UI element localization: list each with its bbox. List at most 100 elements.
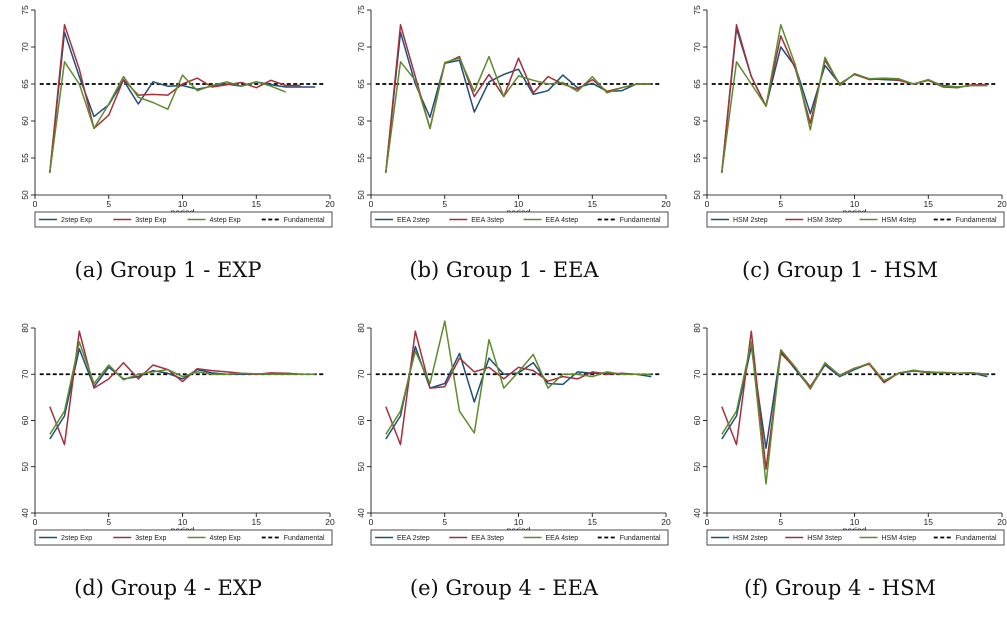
series-line bbox=[49, 341, 316, 435]
legend-label: 4step Exp bbox=[210, 535, 241, 542]
x-tick-label: 15 bbox=[588, 199, 598, 209]
x-tick-label: 0 bbox=[33, 517, 38, 527]
legend-label: EEA 4step bbox=[546, 535, 579, 542]
x-tick-label: 10 bbox=[850, 199, 860, 209]
x-tick-label: 10 bbox=[850, 517, 860, 527]
y-tick-label: 60 bbox=[692, 416, 702, 426]
legend-label: HSM 4step bbox=[882, 217, 917, 224]
x-tick-label: 20 bbox=[997, 199, 1007, 209]
chart-panel: 50556065707505101520period2step Exp3step… bbox=[0, 0, 336, 304]
x-tick-label: 10 bbox=[178, 517, 188, 527]
legend-label: 4step Exp bbox=[210, 217, 241, 224]
y-tick-label: 50 bbox=[692, 462, 702, 472]
y-tick-label: 40 bbox=[692, 508, 702, 518]
legend-box bbox=[34, 211, 333, 228]
series-line bbox=[385, 345, 652, 440]
panel-caption: (d) Group 4 - EXP bbox=[74, 576, 262, 600]
x-tick-label: 0 bbox=[33, 199, 38, 209]
x-tick-label: 5 bbox=[442, 199, 447, 209]
panel-caption: (e) Group 4 - EEA bbox=[409, 576, 599, 600]
panel-caption: (a) Group 1 - EXP bbox=[74, 258, 262, 282]
x-tick-label: 5 bbox=[442, 517, 447, 527]
y-tick-label: 70 bbox=[20, 369, 30, 379]
series-line bbox=[49, 61, 287, 173]
legend-label: Fundamental bbox=[284, 535, 325, 542]
legend-label: Fundamental bbox=[284, 217, 325, 224]
series-line bbox=[385, 320, 652, 435]
legend-box bbox=[370, 529, 669, 546]
series-line bbox=[721, 24, 988, 173]
legend-label: EEA 3step bbox=[471, 535, 504, 542]
x-tick-label: 20 bbox=[997, 517, 1007, 527]
legend-label: EEA 4step bbox=[546, 217, 579, 224]
y-tick-label: 75 bbox=[356, 5, 366, 15]
y-tick-label: 55 bbox=[20, 153, 30, 163]
y-tick-label: 65 bbox=[356, 79, 366, 89]
legend-label: Fundamental bbox=[956, 535, 997, 542]
y-tick-label: 60 bbox=[20, 116, 30, 126]
x-tick-label: 15 bbox=[924, 199, 934, 209]
y-tick-label: 60 bbox=[692, 116, 702, 126]
legend-label: Fundamental bbox=[620, 217, 661, 224]
x-tick-label: 5 bbox=[106, 517, 111, 527]
y-tick-label: 65 bbox=[20, 79, 30, 89]
series-line bbox=[385, 24, 652, 173]
y-tick-label: 60 bbox=[356, 116, 366, 126]
legend-label: EEA 2step bbox=[397, 217, 430, 224]
legend: EEA 2step EEA 3step EEA 4step Fundamental bbox=[370, 529, 669, 546]
legend-box bbox=[34, 529, 333, 546]
legend-label: 3step Exp bbox=[135, 217, 166, 224]
x-tick-label: 20 bbox=[661, 199, 671, 209]
x-tick-label: 15 bbox=[588, 517, 598, 527]
legend-label: Fundamental bbox=[956, 217, 997, 224]
y-tick-label: 55 bbox=[692, 153, 702, 163]
series-line bbox=[49, 24, 301, 173]
y-tick-label: 50 bbox=[20, 462, 30, 472]
y-tick-label: 65 bbox=[692, 79, 702, 89]
y-tick-label: 70 bbox=[692, 42, 702, 52]
panel-caption: (c) Group 1 - HSM bbox=[742, 258, 938, 282]
y-tick-label: 60 bbox=[20, 416, 30, 426]
y-tick-label: 70 bbox=[20, 42, 30, 52]
y-tick-label: 50 bbox=[356, 190, 366, 200]
legend-label: 3step Exp bbox=[135, 535, 166, 542]
y-tick-label: 70 bbox=[692, 369, 702, 379]
x-tick-label: 0 bbox=[369, 199, 374, 209]
y-tick-label: 50 bbox=[20, 190, 30, 200]
x-tick-label: 15 bbox=[924, 517, 934, 527]
legend-box bbox=[706, 529, 1005, 546]
x-tick-label: 0 bbox=[705, 199, 710, 209]
y-tick-label: 80 bbox=[356, 323, 366, 333]
y-tick-label: 40 bbox=[356, 508, 366, 518]
series-line bbox=[49, 330, 316, 446]
y-tick-label: 70 bbox=[356, 42, 366, 52]
y-tick-label: 80 bbox=[692, 323, 702, 333]
series-line bbox=[385, 330, 652, 446]
legend: EEA 2step EEA 3step EEA 4step Fundamental bbox=[370, 211, 669, 228]
legend-label: 2step Exp bbox=[61, 535, 92, 542]
legend: HSM 2step HSM 3step HSM 4step Fundamental bbox=[706, 529, 1005, 546]
y-tick-label: 40 bbox=[20, 508, 30, 518]
y-tick-label: 50 bbox=[692, 190, 702, 200]
x-tick-label: 20 bbox=[661, 517, 671, 527]
legend-label: EEA 3step bbox=[471, 217, 504, 224]
x-tick-label: 20 bbox=[325, 517, 335, 527]
panel-caption: (f) Group 4 - HSM bbox=[744, 576, 936, 600]
x-tick-label: 0 bbox=[369, 517, 374, 527]
panel-caption: (b) Group 1 - EEA bbox=[409, 258, 599, 282]
x-tick-label: 15 bbox=[252, 199, 262, 209]
series-line bbox=[721, 341, 988, 485]
y-tick-label: 55 bbox=[356, 153, 366, 163]
y-tick-label: 75 bbox=[692, 5, 702, 15]
legend-label: HSM 3step bbox=[807, 535, 842, 542]
legend-label: EEA 2step bbox=[397, 535, 430, 542]
x-tick-label: 5 bbox=[106, 199, 111, 209]
legend-label: HSM 2step bbox=[733, 217, 768, 224]
